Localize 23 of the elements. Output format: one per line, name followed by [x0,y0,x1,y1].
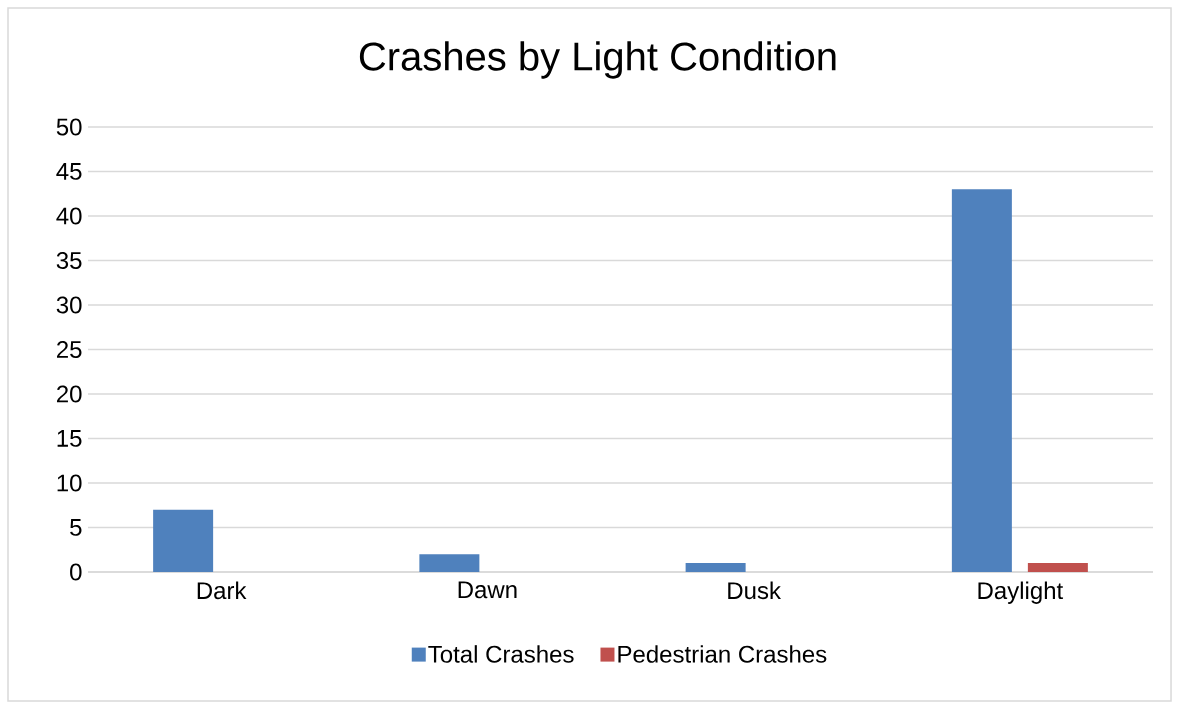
legend-label: Pedestrian Crashes [618,645,827,663]
y-tick-label: 40 [56,207,82,225]
chart-title: Crashes by Light Condition [359,41,836,79]
x-tick-label: Dawn [458,581,517,599]
y-tick-label: 30 [56,296,82,314]
bar [419,554,480,572]
y-tick-label: 50 [56,118,82,136]
bar [685,563,746,572]
x-tick-label: Dark [197,581,247,600]
bar [1027,563,1088,572]
y-tick-label: 35 [56,252,82,269]
bar [951,189,1012,572]
x-tick-label: Daylight [978,581,1064,604]
y-tick-label: 10 [57,474,82,492]
y-tick-label: 15 [57,430,82,447]
y-tick-label: 45 [56,163,82,180]
bar [153,509,214,572]
legend-label: Total Crashes [428,645,574,663]
x-tick-label: Dusk [728,581,781,600]
y-tick-label: 20 [56,385,82,403]
y-tick-label: 0 [70,563,82,581]
y-tick-label: 5 [70,519,82,536]
y-tick-label: 25 [56,341,82,358]
